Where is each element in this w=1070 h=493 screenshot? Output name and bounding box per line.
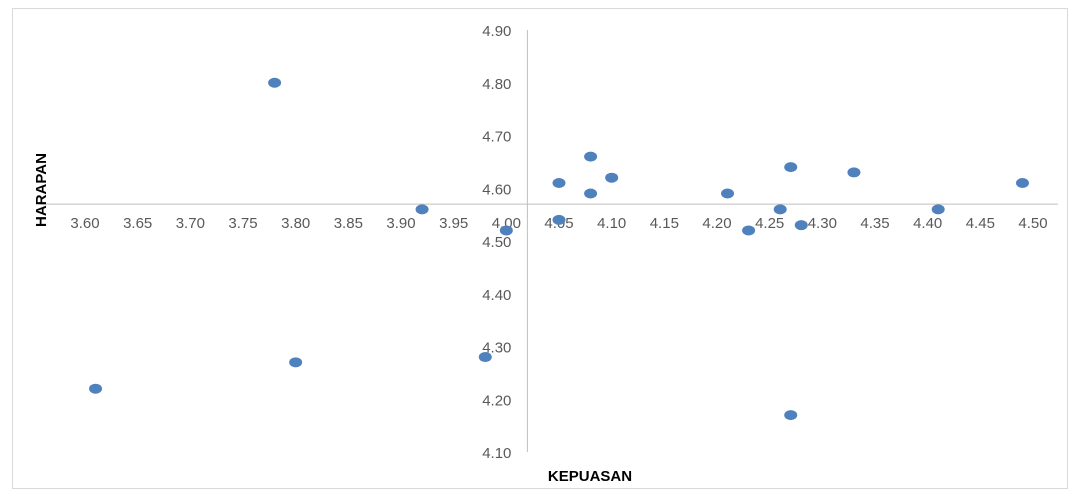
data-point	[1015, 177, 1029, 188]
data-point	[289, 357, 303, 368]
y-tick-labels: 4.90 4.80 4.70 4.60 4.50 4.40 4.30 4.20 4.10	[482, 23, 511, 462]
y-tick-label: 4.70	[482, 129, 511, 146]
x-tick-label: 4.15	[650, 215, 679, 232]
x-tick-label: 4.10	[597, 215, 626, 232]
data-point	[784, 162, 798, 173]
data-point	[742, 225, 756, 236]
x-tick-label: 4.50	[1018, 215, 1047, 232]
x-tick-label: 3.65	[123, 215, 152, 232]
data-point	[89, 383, 103, 394]
data-point	[794, 220, 808, 231]
x-tick-labels: 3.603.653.703.753.803.853.903.954.004.05…	[70, 215, 1047, 232]
x-tick-label: 3.85	[334, 215, 363, 232]
data-point	[721, 188, 735, 199]
data-point	[931, 204, 945, 215]
x-tick-label: 4.30	[808, 215, 837, 232]
x-tick-label: 3.60	[70, 215, 99, 232]
chart-area	[12, 8, 1068, 489]
y-tick-label: 4.10	[482, 445, 511, 462]
x-tick-label: 4.40	[913, 215, 942, 232]
axes	[40, 30, 1058, 452]
data-point	[773, 204, 787, 215]
data-point	[584, 151, 598, 162]
data-point	[552, 177, 566, 188]
x-tick-label: 4.45	[966, 215, 995, 232]
y-tick-label: 4.30	[482, 340, 511, 357]
data-point	[584, 188, 598, 199]
data-point	[552, 214, 566, 225]
y-tick-label: 4.90	[482, 23, 511, 40]
x-tick-label: 4.25	[755, 215, 784, 232]
y-tick-label: 4.80	[482, 76, 511, 93]
y-tick-label: 4.20	[482, 392, 511, 409]
data-point	[478, 352, 492, 363]
data-point	[784, 410, 798, 421]
x-tick-label: 4.20	[702, 215, 731, 232]
data-point	[847, 167, 861, 178]
x-tick-label: 4.35	[860, 215, 889, 232]
x-tick-label: 3.80	[281, 215, 310, 232]
x-axis-title: KEPUASAN	[548, 468, 632, 485]
data-point	[268, 77, 282, 88]
data-point	[605, 172, 619, 183]
data-point	[499, 225, 513, 236]
x-tick-label: 3.90	[386, 215, 415, 232]
data-point	[415, 204, 429, 215]
x-tick-label: 3.95	[439, 215, 468, 232]
x-tick-label: 3.70	[176, 215, 205, 232]
y-tick-label: 4.60	[482, 181, 511, 198]
data-points	[89, 77, 1029, 421]
y-tick-label: 4.50	[482, 234, 511, 251]
y-tick-label: 4.40	[482, 287, 511, 304]
x-tick-label: 4.00	[492, 215, 521, 232]
x-tick-label: 3.75	[228, 215, 257, 232]
y-axis-title: HARAPAN	[33, 153, 50, 227]
